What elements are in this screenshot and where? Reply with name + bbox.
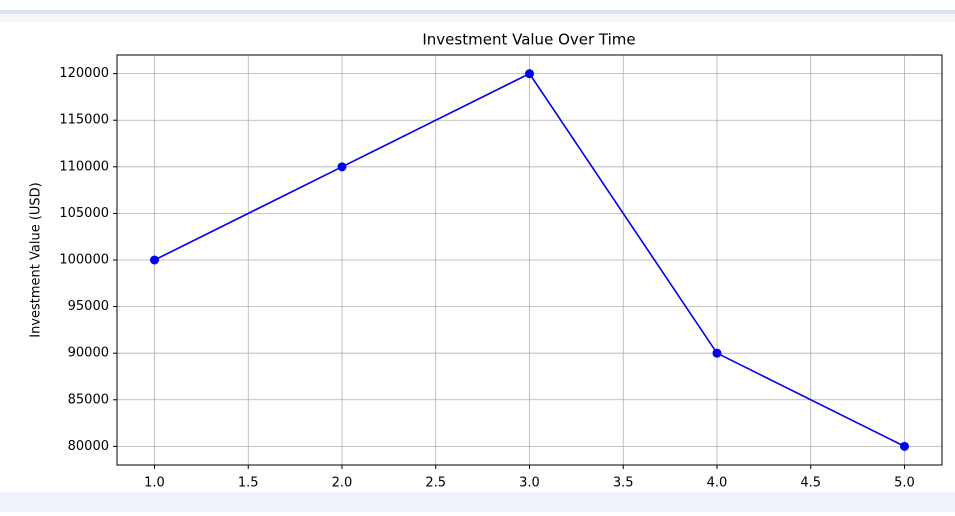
chart: 80000 85000 90000 95000 100000 105000 110000 11… xyxy=(59,54,943,491)
x-tick-label: 3.5 xyxy=(613,476,634,491)
x-tick-label: 1.0 xyxy=(144,476,165,491)
y-tick-label: 105000 xyxy=(59,206,109,221)
x-tick-label: 2.0 xyxy=(332,476,353,491)
y-tick-label: 85000 xyxy=(68,392,109,407)
y-tick-label: 100000 xyxy=(59,253,109,268)
data-point xyxy=(525,69,534,79)
x-tick-label: 5.0 xyxy=(894,476,915,491)
y-tick-label: 90000 xyxy=(68,346,109,361)
x-tick-label: 1.5 xyxy=(238,476,259,491)
bottom-panel xyxy=(0,492,955,512)
x-tick-label: 2.5 xyxy=(425,476,446,491)
chart-title: Investment Value Over Time xyxy=(422,31,635,49)
x-tick-label: 3.0 xyxy=(519,476,540,491)
y-tick-label: 80000 xyxy=(68,439,109,454)
data-point xyxy=(900,441,909,451)
x-tick-label: 4.0 xyxy=(707,476,728,491)
y-tick-label: 95000 xyxy=(68,299,109,314)
data-point xyxy=(150,255,159,265)
top-strip xyxy=(0,10,955,14)
y-tick-label: 120000 xyxy=(59,66,109,81)
y-tick-label: 110000 xyxy=(59,159,109,174)
plot-frame xyxy=(116,54,943,466)
top-shade xyxy=(0,14,955,22)
y-tick-label: 115000 xyxy=(59,113,109,128)
y-axis-label: Investment Value (USD) xyxy=(29,182,44,338)
x-tick-label: 4.5 xyxy=(800,476,821,491)
data-point xyxy=(337,162,347,172)
data-point xyxy=(712,348,722,358)
top-gap xyxy=(0,0,955,10)
